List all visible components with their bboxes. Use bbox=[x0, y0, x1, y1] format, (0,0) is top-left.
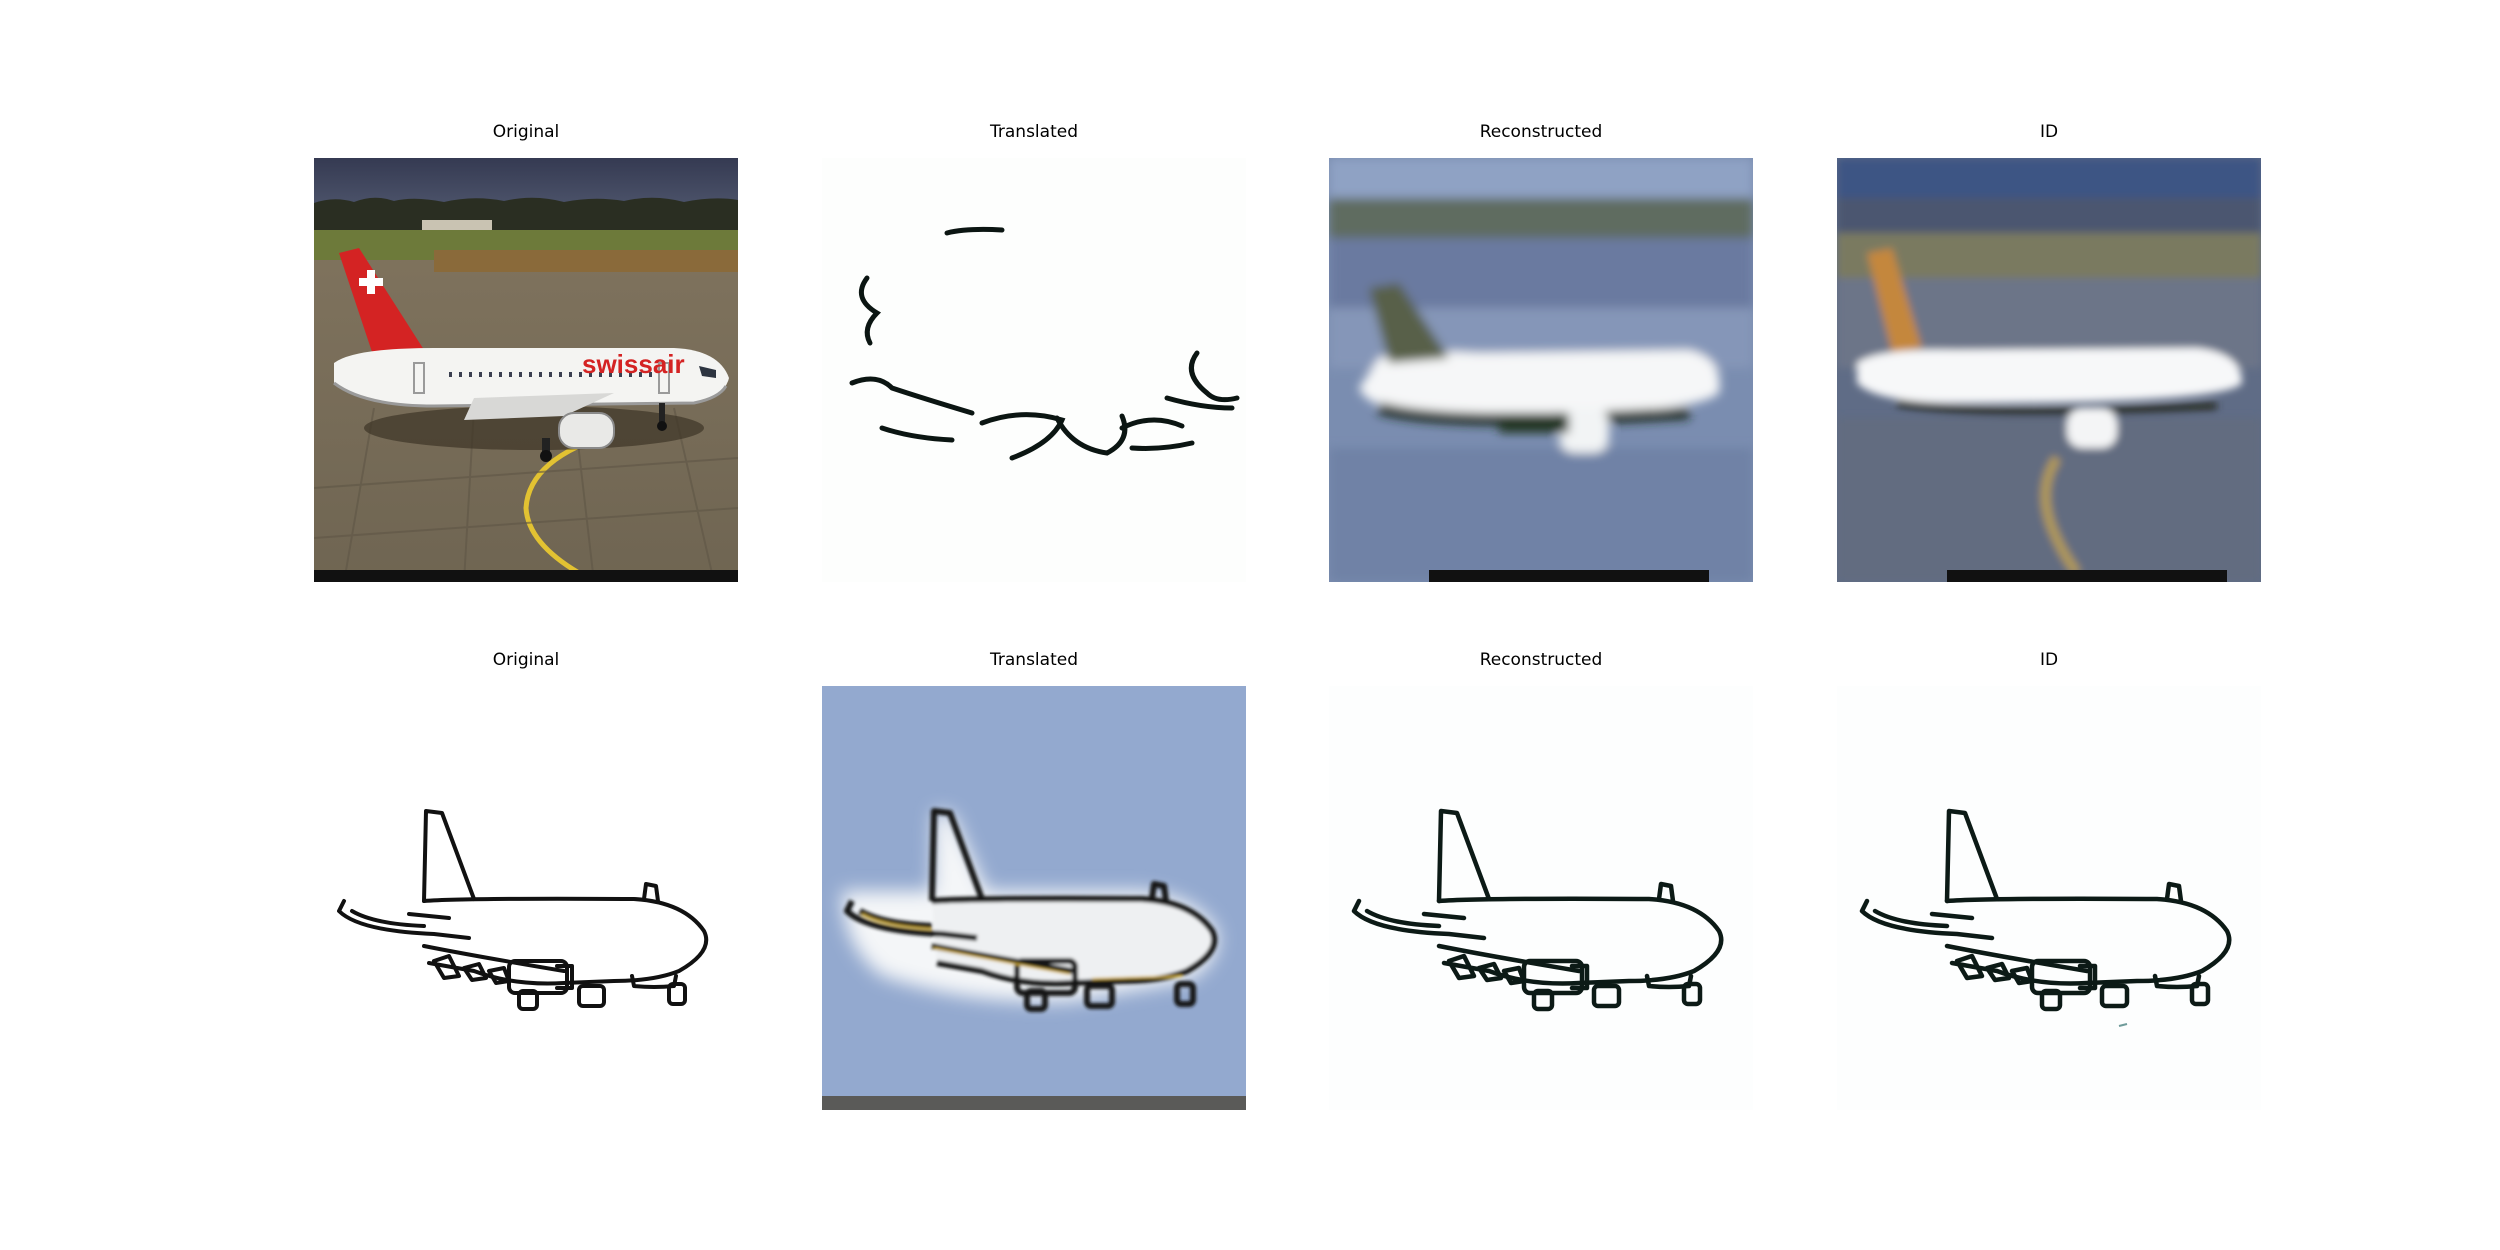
panel-title: Reconstructed bbox=[1479, 650, 1603, 670]
translated-sketch-image bbox=[822, 158, 1246, 582]
panel-title: ID bbox=[2039, 650, 2059, 670]
livery-text: swissair bbox=[582, 349, 685, 379]
panel-title: Original bbox=[492, 650, 560, 670]
panel-r1-translated: Translated bbox=[822, 650, 1246, 1110]
panel-r0-reconstructed: Reconstructed bbox=[1329, 122, 1753, 582]
reconstructed-line-drawing-image bbox=[1329, 686, 1753, 1110]
id-line-drawing-image bbox=[1837, 686, 2261, 1110]
panel-title: ID bbox=[2039, 122, 2059, 142]
panel-r0-translated: Translated bbox=[822, 122, 1246, 582]
panel-title: Original bbox=[492, 122, 560, 142]
panel-title: Reconstructed bbox=[1479, 122, 1603, 142]
airplane-photo-image: swissair bbox=[314, 158, 738, 582]
panel-r1-reconstructed: Reconstructed bbox=[1329, 650, 1753, 1110]
reconstructed-photo-image bbox=[1329, 158, 1753, 582]
id-photo-image bbox=[1837, 158, 2261, 582]
panel-title: Translated bbox=[990, 122, 1078, 142]
panel-r0-original: Original bbox=[314, 122, 738, 582]
airplane-line-drawing-image bbox=[314, 686, 738, 1110]
panel-r1-original: Original bbox=[314, 650, 738, 1110]
panel-title: Translated bbox=[990, 650, 1078, 670]
panel-r1-id: ID bbox=[1837, 650, 2261, 1110]
panel-r0-id: ID bbox=[1837, 122, 2261, 582]
translated-photo-image bbox=[822, 686, 1246, 1110]
